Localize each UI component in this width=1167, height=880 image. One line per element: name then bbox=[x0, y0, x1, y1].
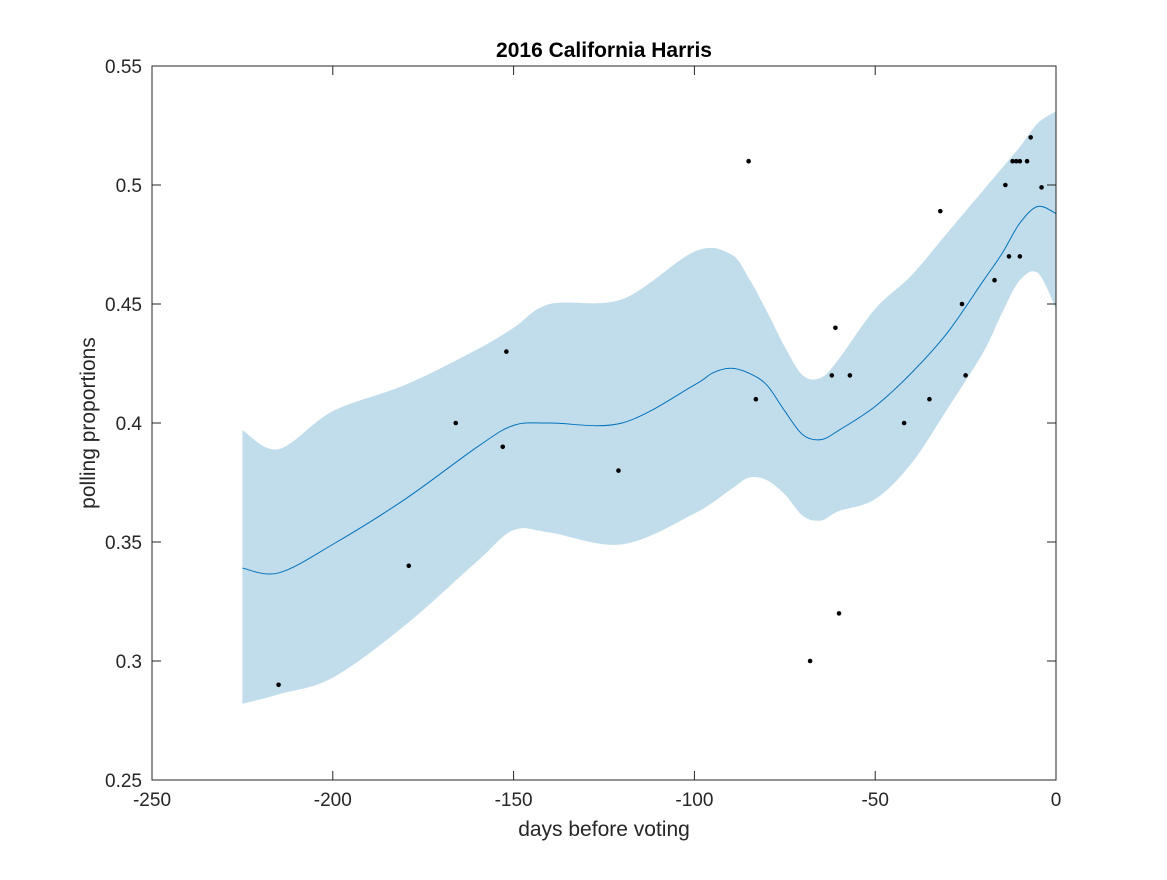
x-tick-label: 0 bbox=[1051, 790, 1062, 811]
data-point bbox=[901, 420, 907, 426]
data-point bbox=[1017, 254, 1023, 259]
data-point bbox=[746, 158, 751, 164]
y-tick-label: 0.3 bbox=[116, 652, 142, 673]
data-point bbox=[276, 682, 281, 688]
data-point bbox=[847, 373, 853, 378]
data-point bbox=[963, 373, 968, 378]
x-tick-labels: -250 -200 -150 -100 -50 0 bbox=[133, 790, 1061, 811]
data-point bbox=[453, 420, 459, 426]
data-point bbox=[1010, 158, 1015, 164]
y-tick-label: 0.25 bbox=[105, 771, 142, 792]
mean-line bbox=[242, 205, 1057, 575]
plot-area bbox=[242, 111, 1057, 704]
data-point bbox=[937, 208, 943, 214]
data-points bbox=[276, 135, 1044, 688]
confidence-band bbox=[242, 111, 1056, 704]
x-axis-label: days before voting bbox=[518, 818, 690, 841]
x-tick-label: -150 bbox=[495, 790, 533, 811]
data-point bbox=[1039, 185, 1044, 190]
data-point bbox=[1013, 158, 1019, 164]
x-tick-label: -100 bbox=[675, 790, 713, 811]
data-point bbox=[1006, 254, 1012, 259]
data-point bbox=[927, 396, 932, 402]
y-axis-label: polling proportions bbox=[77, 337, 100, 509]
y-tick-label: 0.55 bbox=[105, 57, 142, 78]
data-point bbox=[1003, 182, 1008, 188]
data-point bbox=[1028, 135, 1033, 140]
y-tick-label: 0.4 bbox=[116, 414, 143, 435]
data-point bbox=[833, 325, 838, 331]
data-point bbox=[836, 611, 842, 616]
data-point bbox=[1017, 158, 1023, 164]
x-tick-label: -200 bbox=[314, 790, 352, 811]
y-tick-label: 0.45 bbox=[105, 295, 142, 316]
data-point bbox=[829, 373, 835, 378]
x-tick-label: -250 bbox=[133, 790, 171, 811]
chart-title: 2016 California Harris bbox=[496, 39, 712, 62]
y-tick-label: 0.35 bbox=[105, 533, 142, 554]
data-point bbox=[406, 563, 412, 569]
data-point bbox=[807, 658, 813, 664]
data-point bbox=[500, 444, 506, 450]
data-point bbox=[1024, 158, 1030, 164]
x-tick-label: -50 bbox=[861, 790, 888, 811]
y-tick-label: 0.5 bbox=[116, 176, 142, 197]
data-point bbox=[616, 468, 621, 473]
data-point bbox=[959, 301, 965, 307]
y-tick-labels: 0.25 0.3 0.35 0.4 0.45 0.5 0.55 bbox=[105, 57, 142, 792]
data-point bbox=[992, 277, 997, 283]
data-point bbox=[504, 349, 509, 354]
tick-marks bbox=[151, 65, 1057, 781]
data-point bbox=[753, 396, 759, 402]
